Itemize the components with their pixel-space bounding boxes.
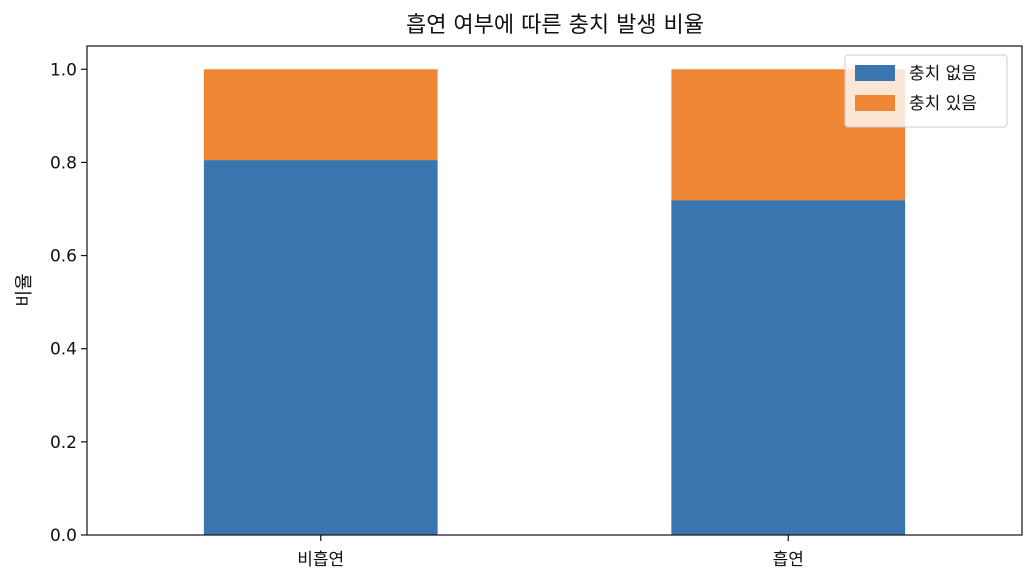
y-tick-label: 0.6	[50, 247, 77, 267]
y-tick-label: 0.8	[50, 153, 77, 173]
y-tick-label: 0.2	[50, 433, 77, 453]
bars-group	[203, 69, 906, 535]
legend-swatch	[855, 65, 895, 81]
bar-caries-0	[203, 69, 438, 161]
bar-no-caries-1	[671, 200, 906, 535]
y-tick-label: 1.0	[50, 60, 77, 80]
legend-swatch	[855, 95, 895, 111]
y-tick-label: 0.0	[50, 526, 77, 546]
legend-label: 충치 없음	[909, 64, 977, 84]
bar-no-caries-0	[203, 160, 438, 535]
y-tick-label: 0.4	[50, 340, 77, 360]
x-tick-label: 흡연	[773, 550, 804, 570]
x-tick-label: 비흡연	[297, 550, 344, 570]
chart-title: 흡연 여부에 따른 충치 발생 비율	[406, 13, 704, 38]
y-axis-label: 비율	[14, 273, 35, 306]
legend-label: 충치 있음	[909, 94, 977, 114]
plot-frame	[86, 45, 1023, 536]
axes-group: 0.0 0.2 0.4 0.6 0.8 1.0 비흡연 흡연	[50, 45, 1023, 570]
